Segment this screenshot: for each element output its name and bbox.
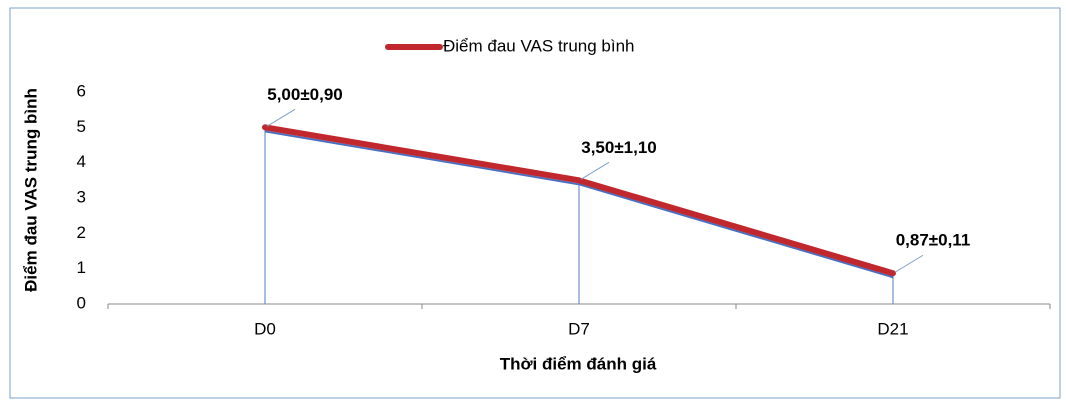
line [262, 124, 896, 277]
x-axis-label: Thời điểm đánh giá [500, 354, 657, 373]
y-tick-label: 2 [77, 223, 86, 242]
data-label: 5,00±0,90 [267, 85, 343, 104]
y-tick-label: 6 [77, 81, 86, 100]
y-tick-label: 0 [77, 293, 86, 312]
data-label: 3,50±1,10 [581, 138, 657, 157]
line-shadow [264, 130, 894, 279]
y-tick-label: 3 [77, 187, 86, 206]
y-axis-label: Điểm đau VAS trung bình [21, 88, 40, 292]
chart-border [9, 7, 1061, 399]
leader-line [580, 161, 610, 180]
x-tick-label: D0 [254, 319, 276, 338]
leader-line [266, 108, 296, 127]
y-tick-label: 5 [77, 117, 86, 136]
y-tick-label: 4 [77, 152, 86, 171]
legend-label: Điểm đau VAS trung bình [443, 36, 635, 55]
leader-line [894, 254, 924, 273]
y-tick-label: 1 [77, 258, 86, 277]
x-tick-label: D7 [568, 319, 590, 338]
data-label: 0,87±0,11 [896, 231, 971, 250]
x-tick-label: D21 [877, 319, 908, 338]
